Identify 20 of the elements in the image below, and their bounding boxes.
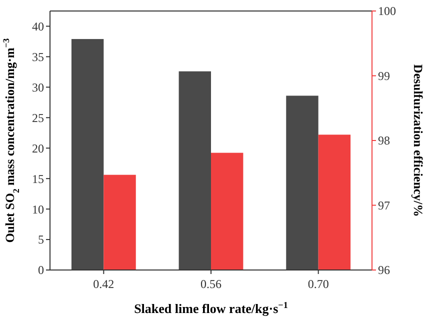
y-tick-label: 5 (38, 232, 44, 247)
y-tick-label: 35 (32, 50, 44, 64)
y-tick-label: 20 (32, 141, 44, 156)
y2-tick-label: 98 (378, 134, 390, 148)
y-tick-label: 10 (32, 202, 44, 216)
x-tick-label: 0.42 (93, 277, 114, 291)
y2-tick-label: 100 (378, 4, 396, 18)
y-tick-label: 40 (32, 19, 44, 34)
y-tick-label: 25 (32, 110, 44, 125)
y-tick-label: 30 (32, 80, 44, 94)
bar (71, 39, 104, 270)
y2-tick-label: 96 (378, 263, 390, 278)
y2-tick-label: 97 (378, 198, 390, 212)
y2-tick-label: 99 (378, 68, 390, 83)
x-axis-title: Slaked lime flow rate/kg·s$^{−1}$ (134, 300, 288, 316)
x-tick-label: 0.56 (200, 277, 222, 291)
y2-axis-title: Desulfurization efficiency/% (411, 64, 424, 217)
x-tick-label: 0.70 (308, 277, 329, 291)
y-tick-label: 0 (38, 263, 44, 278)
y-tick-label: 15 (32, 172, 44, 186)
